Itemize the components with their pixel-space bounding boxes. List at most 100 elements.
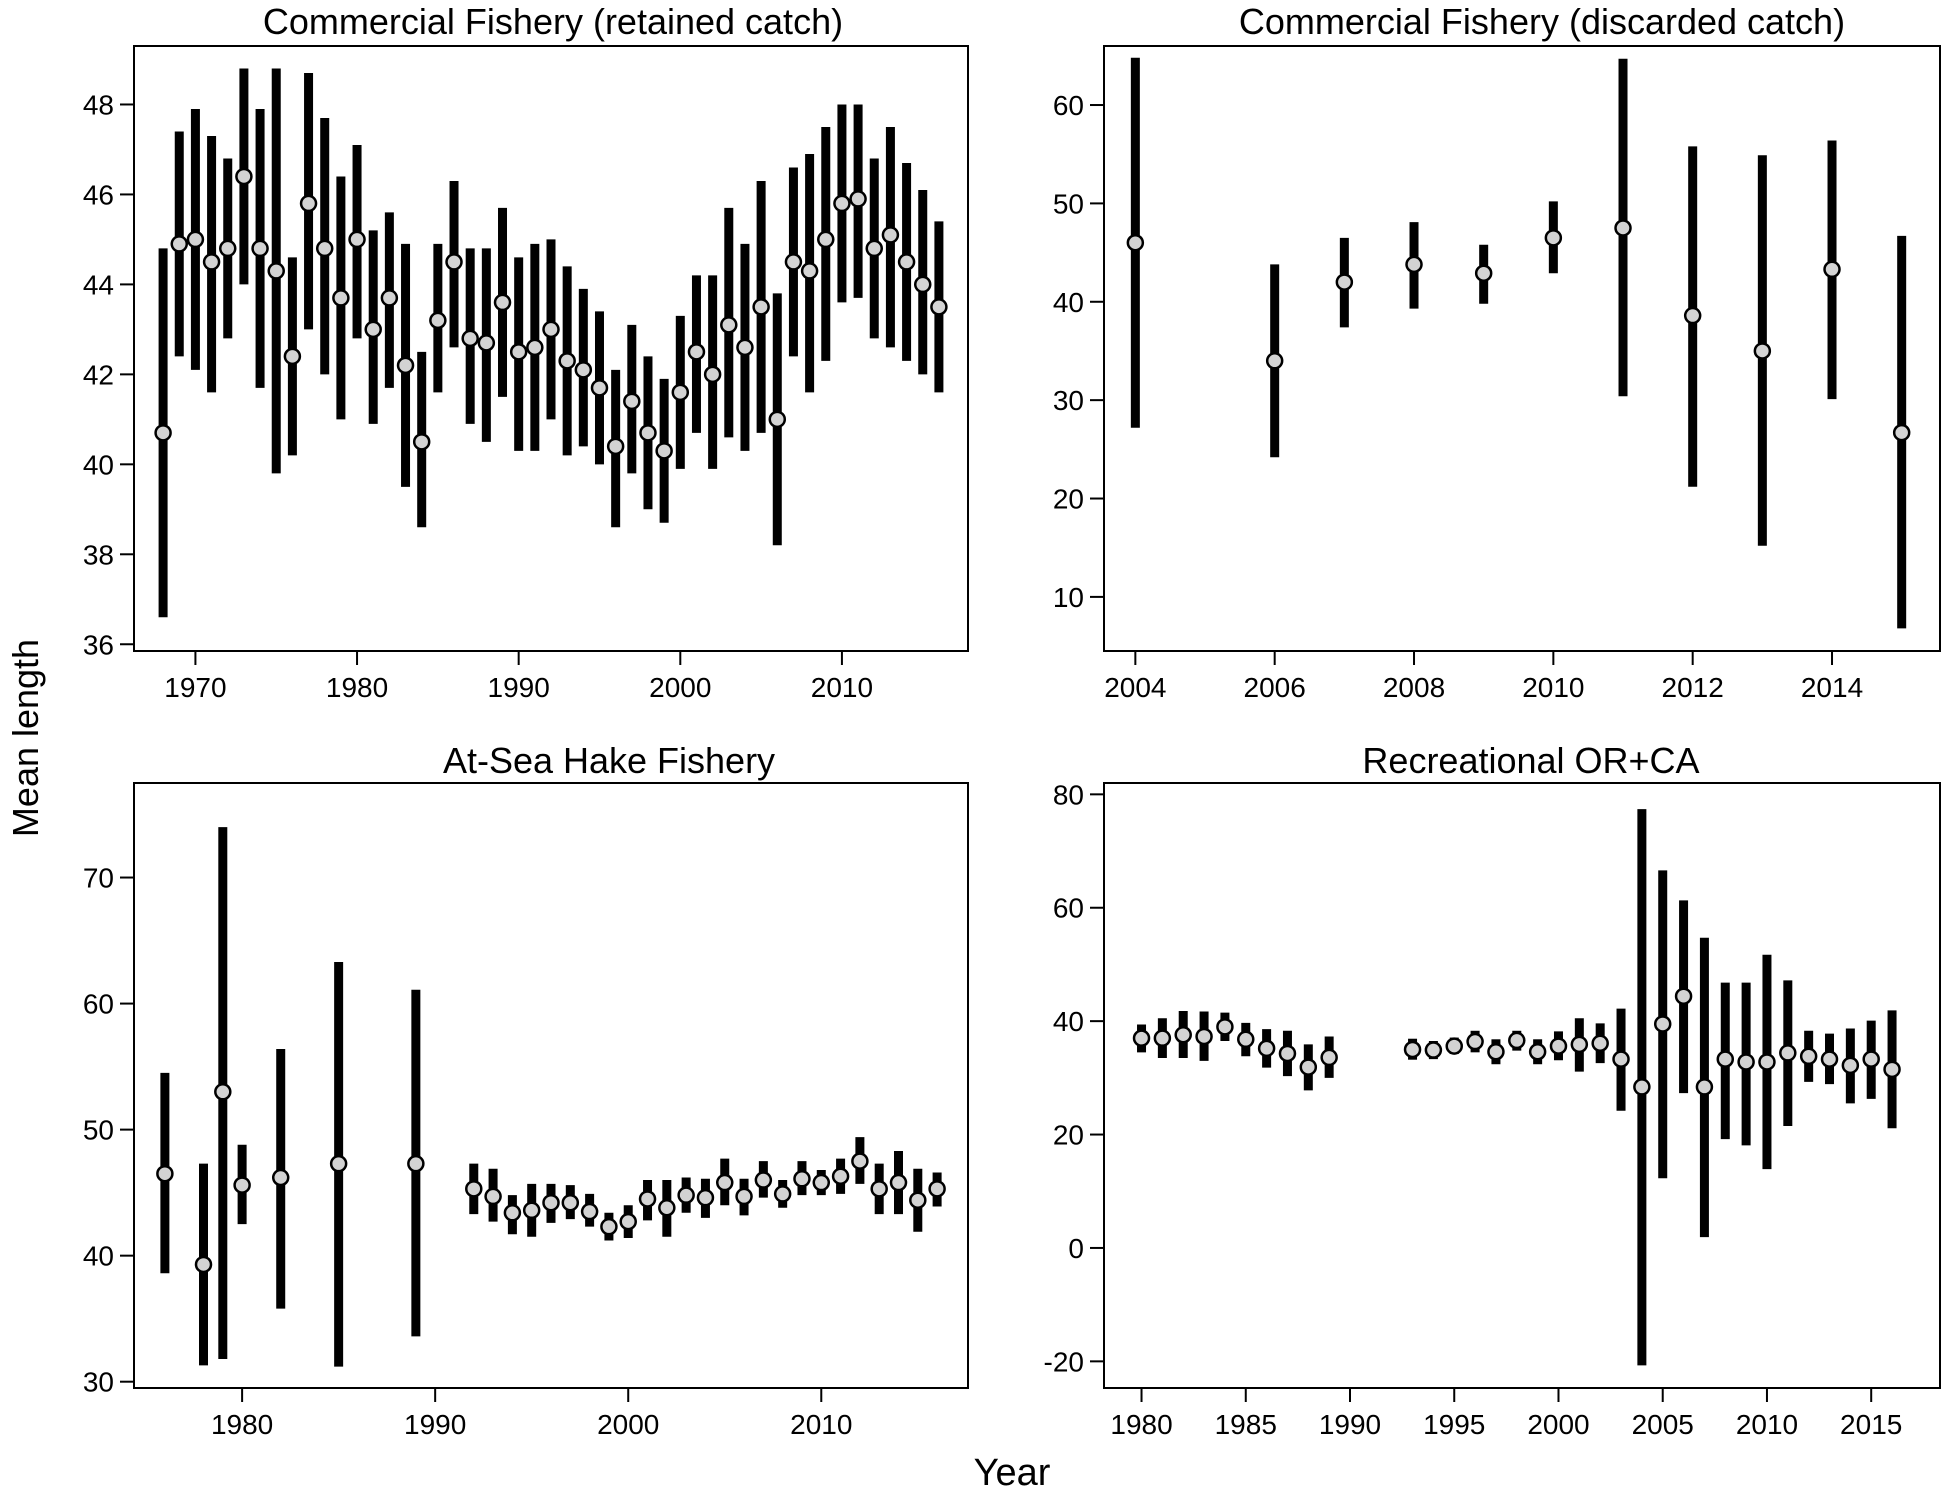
plot-frame: [133, 782, 969, 1389]
mean-point: [484, 1187, 502, 1206]
mean-point: [812, 1173, 831, 1192]
x-tick-label: 2000: [1527, 1409, 1589, 1440]
mean-point: [1216, 1018, 1234, 1036]
mean-point: [930, 298, 948, 316]
mean-point: [1237, 1030, 1255, 1049]
y-tick-label: 44: [83, 269, 114, 300]
mean-point: [429, 311, 447, 330]
mean-point: [1174, 1026, 1192, 1044]
x-tick-label: 1990: [1319, 1409, 1381, 1440]
mean-point: [658, 1199, 676, 1217]
y-tick-label: -20: [1044, 1346, 1084, 1377]
mean-point: [1614, 219, 1632, 237]
mean-point: [461, 329, 479, 348]
mean-point: [928, 1180, 946, 1198]
mean-point: [1674, 987, 1693, 1005]
mean-point: [283, 347, 302, 366]
panel-discarded-catch: Commercial Fishery (discarded catch) 200…: [1053, 1, 1941, 703]
x-tick-label: 2012: [1662, 672, 1724, 703]
x-tick-label: 2000: [649, 672, 711, 703]
mean-point: [1335, 273, 1354, 291]
y-tick-label: 60: [83, 989, 114, 1020]
panel-retained-catch: Commercial Fishery (retained catch) 1970…: [83, 1, 969, 703]
mean-point: [542, 320, 560, 339]
y-tick-label: 20: [1053, 484, 1084, 515]
mean-point: [348, 230, 366, 249]
y-tick-label: 40: [1053, 287, 1084, 318]
y-tick-label: 40: [83, 1241, 114, 1272]
mean-point: [271, 1168, 290, 1187]
mean-point: [851, 1152, 869, 1170]
mean-point: [817, 230, 835, 249]
mean-point: [1487, 1043, 1505, 1061]
x-tick-label: 1990: [488, 672, 550, 703]
mean-point: [194, 1255, 213, 1274]
mean-point: [1591, 1034, 1609, 1053]
panel-title-recreational: Recreational OR+CA: [1362, 740, 1699, 781]
mean-point: [380, 289, 399, 307]
mean-point: [736, 338, 754, 357]
x-tick-label: 1980: [326, 672, 388, 703]
mean-point: [1403, 1040, 1422, 1059]
mean-point: [493, 293, 512, 312]
mean-point: [315, 239, 334, 258]
x-tick-label: 2010: [1736, 1409, 1798, 1440]
mean-point: [703, 365, 722, 384]
mean-point: [1841, 1056, 1860, 1075]
panel-at-sea-hake: At-Sea Hake Fishery 1980 1990 2000 2010 30 40…: [83, 740, 969, 1440]
mean-point: [214, 1083, 232, 1101]
mean-point: [251, 239, 269, 258]
mean-point: [1883, 1060, 1901, 1079]
panel-title-discarded: Commercial Fishery (discarded catch): [1239, 1, 1845, 42]
y-tick-label: 30: [1053, 385, 1084, 416]
mean-point: [677, 1186, 695, 1204]
mean-point: [1445, 1037, 1463, 1055]
x-axis-title: Year: [974, 1452, 1051, 1494]
mean-point: [619, 1212, 637, 1231]
y-tick-label: 30: [83, 1367, 114, 1398]
mean-point: [558, 352, 576, 370]
mean-point: [156, 1164, 174, 1183]
mean-point: [870, 1180, 888, 1198]
y-tick-label: 38: [83, 539, 114, 570]
x-tick-label: 1985: [1215, 1409, 1277, 1440]
mean-point: [1132, 1029, 1151, 1047]
mean-point: [465, 1180, 483, 1198]
plot-frame: [1103, 45, 1941, 652]
mean-point: [202, 253, 221, 271]
mean-point: [1265, 352, 1284, 370]
mean-point: [1758, 1053, 1776, 1071]
mean-point: [1695, 1078, 1714, 1096]
mean-point: [503, 1204, 522, 1222]
mean-point: [445, 253, 463, 271]
mean-point: [267, 262, 285, 280]
mean-point: [1633, 1078, 1651, 1096]
mean-point: [831, 1167, 850, 1185]
mean-point: [233, 1176, 251, 1194]
y-tick-label: 10: [1053, 582, 1084, 613]
mean-point: [1653, 1015, 1672, 1033]
mean-point: [364, 320, 382, 339]
mean-point: [754, 1171, 773, 1189]
mean-point: [526, 338, 544, 357]
x-tick-label: 2008: [1383, 672, 1445, 703]
mean-point: [332, 289, 350, 307]
panel-recreational: Recreational OR+CA 1980 1985 1990 1995 2000 2…: [1044, 740, 1941, 1440]
mean-point: [477, 334, 496, 352]
mean-point: [639, 424, 657, 442]
mean-point: [407, 1154, 425, 1173]
y-tick-label: 60: [1053, 90, 1084, 121]
mean-point: [522, 1201, 541, 1220]
x-tick-label: 2010: [811, 672, 873, 703]
mean-point: [299, 194, 318, 213]
mean-point: [1195, 1027, 1213, 1046]
mean-point: [1779, 1044, 1797, 1062]
mean-point: [889, 1173, 908, 1192]
y-tick-label: 48: [83, 89, 114, 120]
mean-point: [881, 226, 900, 244]
y-tick-label: 80: [1053, 779, 1084, 810]
mean-point: [1528, 1043, 1547, 1061]
mean-point: [716, 1173, 734, 1192]
plot-frame: [133, 45, 969, 652]
x-tick-label: 2015: [1840, 1409, 1902, 1440]
